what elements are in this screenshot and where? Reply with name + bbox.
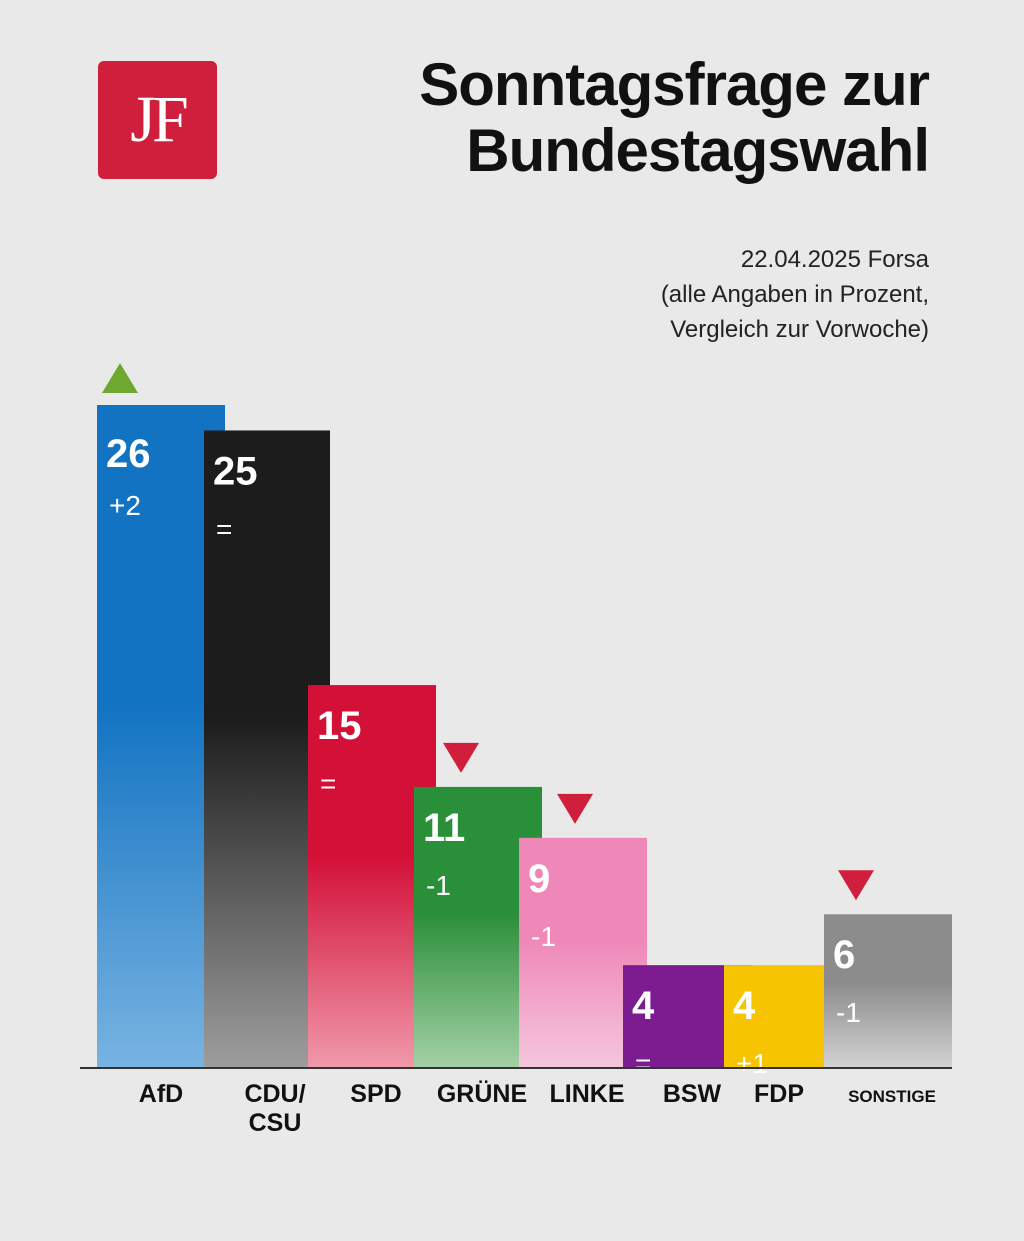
category-label-sonstige: SONSTIGE bbox=[848, 1087, 936, 1106]
change-label-spd: = bbox=[320, 768, 336, 799]
category-label-bsw: BSW bbox=[663, 1080, 722, 1108]
bar-afd bbox=[97, 405, 225, 1067]
value-label-grüne: 11 bbox=[423, 806, 465, 850]
category-label-linke: LINKE bbox=[550, 1080, 625, 1108]
category-label-afd: AfD bbox=[139, 1080, 183, 1108]
change-label-linke: -1 bbox=[531, 921, 556, 952]
subtitle-note-2: Vergleich zur Vorwoche) bbox=[670, 316, 929, 343]
up-arrow-icon-afd bbox=[102, 363, 138, 393]
change-label-fdp: +1 bbox=[736, 1048, 768, 1079]
title-line-2: Bundestagswahl bbox=[466, 117, 930, 184]
jf-logo: JF bbox=[98, 61, 217, 179]
down-arrow-icon-grüne bbox=[443, 742, 479, 773]
page-title: Sonntagsfrage zur Bundestagswahl bbox=[289, 51, 930, 184]
bar-fdp bbox=[724, 965, 826, 1067]
subtitle-date-source: 22.04.2025 Forsa bbox=[740, 246, 929, 273]
category-label-spd: SPD bbox=[350, 1080, 401, 1108]
subtitle-note-1: (alle Angaben in Prozent, bbox=[660, 281, 929, 308]
value-label-linke: 9 bbox=[528, 857, 550, 901]
down-arrow-icon-linke bbox=[557, 793, 593, 824]
value-label-spd: 15 bbox=[317, 704, 362, 748]
down-arrow-icon-sonstige bbox=[838, 870, 874, 901]
category-label-fdp: FDP bbox=[754, 1080, 804, 1108]
value-label-sonstige: 6 bbox=[833, 933, 855, 977]
value-label-fdp: 4 bbox=[733, 984, 756, 1028]
title-line-1: Sonntagsfrage zur bbox=[419, 51, 930, 118]
category-label-grüne: GRÜNE bbox=[437, 1079, 527, 1108]
change-label-bsw: = bbox=[635, 1048, 651, 1079]
value-label-bsw: 4 bbox=[632, 984, 655, 1028]
change-label-cdu-csu: = bbox=[216, 513, 232, 544]
change-label-sonstige: -1 bbox=[836, 997, 861, 1028]
change-label-afd: +2 bbox=[109, 490, 141, 521]
bar-sonstige bbox=[824, 914, 952, 1067]
chart-subtitle: 22.04.2025 Forsa (alle Angaben in Prozen… bbox=[509, 242, 929, 347]
change-label-grüne: -1 bbox=[426, 870, 451, 901]
value-label-cdu-csu: 25 bbox=[213, 449, 258, 493]
category-label-cdu-csu: CDU/CSU bbox=[244, 1080, 305, 1137]
value-label-afd: 26 bbox=[106, 432, 151, 476]
